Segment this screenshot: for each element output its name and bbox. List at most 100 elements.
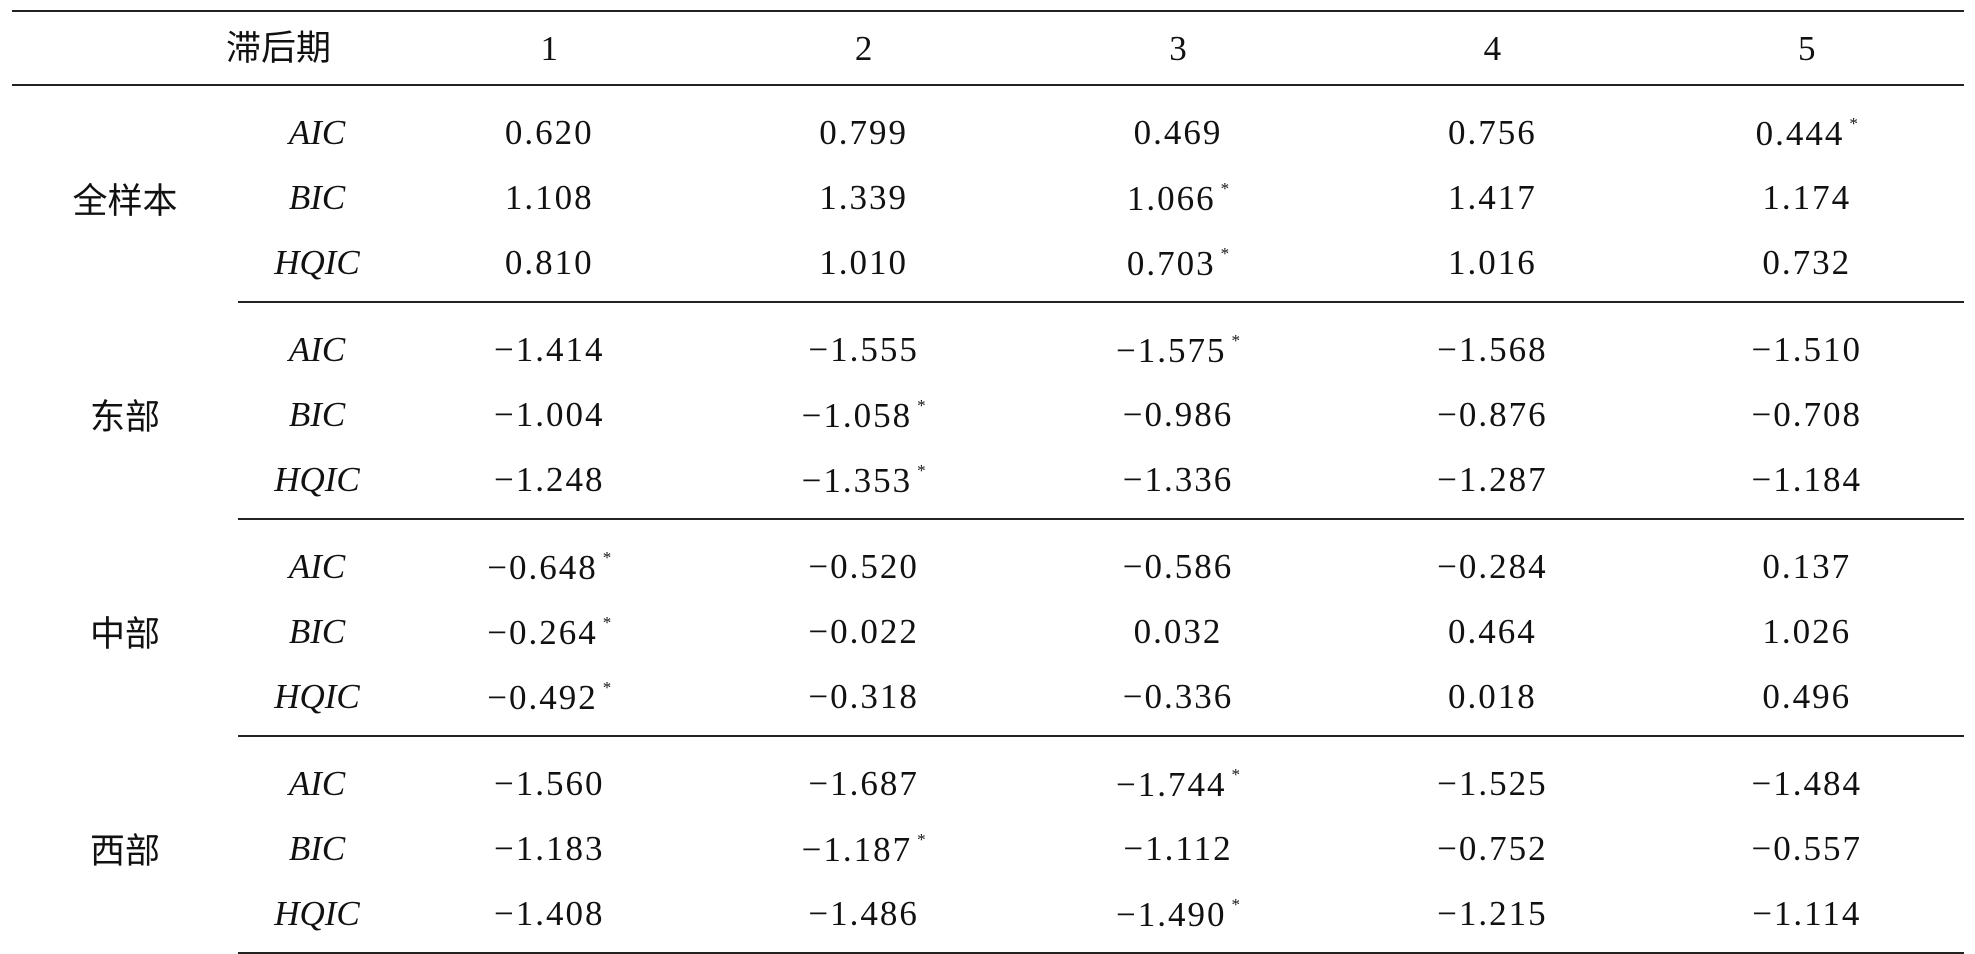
value-cell: −1.414 <box>392 302 706 382</box>
value-number: −1.555 <box>808 330 919 369</box>
value-number: −0.336 <box>1122 677 1234 716</box>
table-row: HQIC −1.408 −1.486 −1.490 * −1.215 −1.114 <box>12 881 1964 954</box>
significance-marker: * <box>1231 894 1240 914</box>
value-cell: −1.336 <box>1020 447 1336 520</box>
value-cell: 1.010 <box>706 230 1021 303</box>
table-row: BIC −1.004 −1.058 * −0.986 −0.876 −0.708 <box>12 382 1964 447</box>
value-number: −1.486 <box>808 894 919 933</box>
table-row: BIC 1.108 1.339 1.066 * 1.417 1.174 <box>12 165 1964 230</box>
value-cell: −1.408 <box>392 881 707 954</box>
value-number: −0.876 <box>1437 395 1548 434</box>
value-number: 1.339 <box>819 178 908 217</box>
value-cell: −0.336 <box>1020 664 1336 737</box>
value-number: 0.032 <box>1133 612 1223 651</box>
value-cell: −1.525 <box>1335 736 1649 816</box>
value-number: −0.648 <box>487 547 598 587</box>
criterion-label: BIC <box>288 829 346 868</box>
region-label-central: 中部 <box>89 615 160 654</box>
value-number: 1.026 <box>1762 612 1852 651</box>
value-cell: −0.022 <box>706 599 1020 664</box>
criterion-label: AIC <box>288 764 346 803</box>
table-row: BIC −1.183 −1.187 * −1.112 −0.752 −0.557 <box>12 816 1964 881</box>
criterion-label: HQIC <box>238 447 393 520</box>
criterion-label: HQIC <box>238 230 393 303</box>
value-number: −0.022 <box>808 612 919 651</box>
value-number: −1.484 <box>1751 764 1863 803</box>
value-number: −1.215 <box>1437 894 1548 933</box>
value-number: 1.010 <box>819 243 908 282</box>
region-label-west: 西部 <box>89 832 160 871</box>
value-cell: −1.575 * <box>1021 302 1335 382</box>
value-cell: −0.648 * <box>392 519 706 599</box>
value-cell: 0.703 * <box>1020 230 1336 303</box>
value-number: −1.112 <box>1123 829 1233 868</box>
value-number: −1.353 <box>801 460 913 500</box>
value-number: −1.575 <box>1115 330 1227 370</box>
value-cell: 1.066 * <box>1021 165 1335 230</box>
value-number: −1.510 <box>1751 330 1863 369</box>
value-cell: −1.112 <box>1021 816 1335 881</box>
table-row: BIC −0.264 * −0.022 0.032 0.464 1.026 <box>12 599 1964 664</box>
value-cell: −0.318 <box>706 664 1021 737</box>
value-cell: −1.248 <box>392 447 707 520</box>
value-number: −1.687 <box>808 764 919 803</box>
value-number: −1.336 <box>1122 460 1234 499</box>
significance-marker: * <box>1231 330 1240 350</box>
value-number: −1.183 <box>493 829 605 868</box>
value-number: −0.586 <box>1122 547 1234 586</box>
region-label-east: 东部 <box>89 398 160 437</box>
value-cell: −1.114 <box>1649 881 1964 954</box>
value-number: 0.469 <box>1133 113 1223 152</box>
region-label-full-sample: 全样本 <box>72 181 178 221</box>
value-number: −1.058 <box>801 395 913 435</box>
value-number: 0.810 <box>504 243 594 282</box>
lag-2-header: 2 <box>706 10 1021 86</box>
value-cell: −0.284 <box>1335 519 1649 599</box>
value-cell: −1.183 <box>392 816 706 881</box>
table-row: 全样本 AIC 0.620 0.799 0.469 0.756 0.444 * <box>12 85 1964 219</box>
significance-marker: * <box>1220 243 1230 263</box>
lag-3-header: 3 <box>1020 10 1336 86</box>
table-body: 全样本 AIC 0.620 0.799 0.469 0.756 0.444 * BIC 1.108… <box>12 85 1964 954</box>
value-cell: 1.016 <box>1335 230 1650 303</box>
significance-marker: * <box>1849 113 1858 133</box>
value-cell: −0.557 <box>1650 816 1964 881</box>
value-cell: −0.708 <box>1650 382 1964 447</box>
value-cell: −0.264 * <box>392 599 706 664</box>
value-number: 0.137 <box>1762 547 1852 586</box>
value-number: 0.799 <box>819 113 908 152</box>
table-row: 东部 AIC −1.414 −1.555 −1.575 * −1.568 −1.510 <box>12 302 1964 436</box>
value-cell: 0.464 <box>1335 599 1649 664</box>
value-cell: −1.555 <box>706 302 1020 382</box>
criterion-label: BIC <box>288 612 346 651</box>
value-number: −1.568 <box>1437 330 1548 369</box>
value-cell: −0.986 <box>1021 382 1335 447</box>
value-number: 1.016 <box>1448 243 1537 282</box>
table-row: HQIC 0.810 1.010 0.703 * 1.016 0.732 <box>12 230 1964 303</box>
lag-period-label: 滞后期 <box>12 10 393 86</box>
criterion-label: HQIC <box>238 664 393 737</box>
value-number: 0.464 <box>1448 612 1537 651</box>
value-number: 0.756 <box>1448 113 1537 152</box>
criterion-label: AIC <box>288 547 346 586</box>
value-cell: −1.184 <box>1649 447 1964 520</box>
value-cell: 0.496 <box>1649 664 1964 737</box>
value-cell: 0.799 <box>706 85 1020 165</box>
value-cell: −1.187 * <box>706 816 1020 881</box>
value-cell: 0.018 <box>1335 664 1650 737</box>
value-cell: −0.520 <box>706 519 1020 599</box>
significance-marker: * <box>602 677 612 697</box>
value-number: −1.184 <box>1751 460 1863 499</box>
value-cell: −1.687 <box>706 736 1020 816</box>
significance-marker: * <box>602 612 612 632</box>
value-number: −1.408 <box>493 894 605 933</box>
table-row: HQIC −0.492 * −0.318 −0.336 0.018 0.496 <box>12 664 1964 737</box>
value-cell: 1.417 <box>1335 165 1649 230</box>
value-cell: −1.004 <box>392 382 706 447</box>
value-number: −0.986 <box>1122 395 1234 434</box>
significance-marker: * <box>917 395 926 415</box>
value-number: −1.114 <box>1752 894 1862 933</box>
value-cell: −1.510 <box>1650 302 1964 382</box>
value-cell: −1.486 <box>706 881 1021 954</box>
value-number: 1.066 <box>1126 178 1216 218</box>
